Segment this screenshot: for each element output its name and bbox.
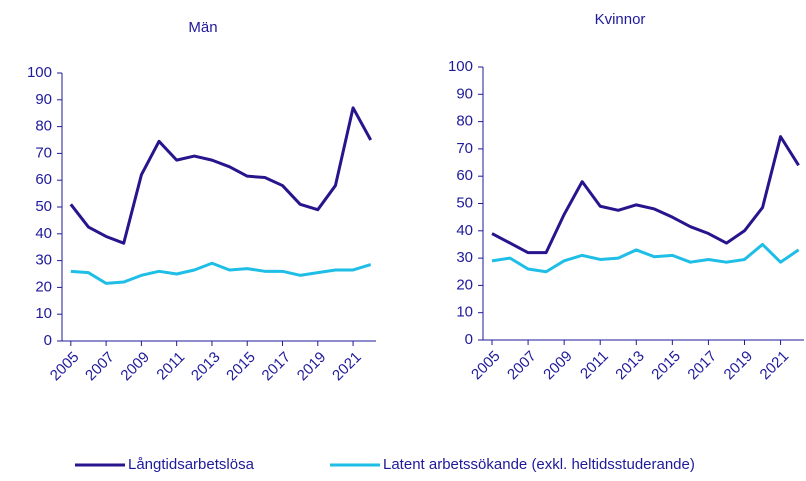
y-tick-label: 80 [35, 118, 52, 135]
x-tick-label: 2009 [540, 348, 576, 384]
y-tick-label: 40 [456, 222, 473, 239]
series-line [491, 242, 800, 274]
y-tick-label: 0 [465, 331, 473, 348]
y-tick-label: 10 [35, 305, 52, 322]
x-tick-label: 2017 [684, 348, 720, 384]
y-tick-label: 10 [456, 304, 473, 321]
x-tick-label: 2011 [577, 348, 612, 383]
x-tick-label: 2015 [648, 348, 684, 384]
y-tick-label: 80 [456, 113, 473, 130]
legend-label: Långtidsarbetslösa [128, 456, 255, 473]
x-tick-label: 2009 [117, 349, 153, 385]
x-tick-label: 2007 [82, 349, 118, 385]
x-tick-label: 2011 [153, 349, 188, 384]
y-tick-label: 70 [456, 140, 473, 157]
y-tick-label: 30 [35, 252, 52, 269]
y-tick-label: 70 [35, 144, 52, 161]
x-tick-label: 2013 [612, 348, 648, 384]
x-tick-label: 2013 [188, 349, 224, 385]
x-tick-label: 2015 [223, 349, 259, 385]
y-tick-label: 20 [456, 276, 473, 293]
x-tick-label: 2017 [259, 349, 295, 385]
y-tick-label: 50 [35, 198, 52, 215]
x-tick-label: 2019 [721, 348, 757, 384]
x-tick-label: 2021 [329, 349, 365, 385]
legend-label: Latent arbetssökande (exkl. heltidsstude… [383, 456, 695, 473]
y-tick-label: 90 [35, 91, 52, 108]
y-tick-label: 30 [456, 249, 473, 266]
x-tick-label: 2019 [294, 349, 330, 385]
y-tick-label: 50 [456, 194, 473, 211]
y-tick-label: 90 [456, 85, 473, 102]
x-tick-label: 2021 [757, 348, 793, 384]
y-tick-label: 40 [35, 225, 52, 242]
series-line [69, 106, 373, 245]
y-tick-label: 60 [456, 167, 473, 184]
chart-title: Kvinnor [595, 11, 646, 28]
x-tick-label: 2005 [468, 348, 504, 384]
y-tick-label: 100 [27, 64, 52, 81]
y-tick-label: 60 [35, 171, 52, 188]
y-tick-label: 0 [44, 332, 52, 349]
x-tick-label: 2007 [504, 348, 540, 384]
y-tick-label: 20 [35, 278, 52, 295]
series-line [491, 135, 800, 255]
x-tick-label: 2005 [47, 349, 83, 385]
chart-title: Män [188, 19, 217, 36]
series-line [70, 261, 372, 285]
y-tick-label: 100 [448, 58, 473, 75]
